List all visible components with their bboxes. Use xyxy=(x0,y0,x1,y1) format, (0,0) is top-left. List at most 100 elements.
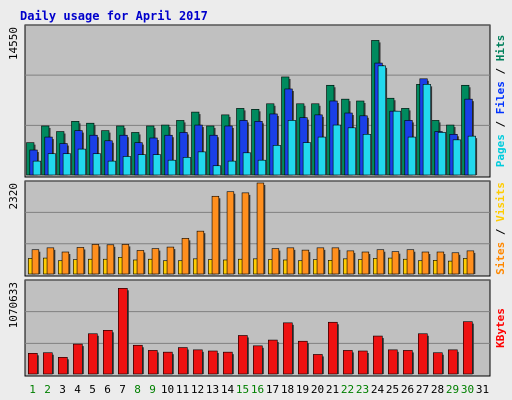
bar-pages-day-13 xyxy=(212,165,223,176)
bar-sites-day-8-shadow xyxy=(143,252,146,274)
bar-pages-day-5-shadow xyxy=(100,155,103,175)
bar-kbytes-day-22-face xyxy=(342,350,353,375)
bar-pages-day-20-face xyxy=(317,136,326,176)
scale-label-sites-visits: 2320 xyxy=(7,183,20,210)
bar-files-day-7-shadow xyxy=(127,137,129,175)
bar-files-day-16-shadow xyxy=(262,123,264,175)
bar-sites-day-29-shadow xyxy=(458,254,461,274)
bar-pages-day-1-shadow xyxy=(40,163,43,175)
bar-sites-day-17-shadow xyxy=(278,250,281,274)
bar-kbytes-day-18-shadow xyxy=(292,324,294,374)
bar-kbytes-day-27 xyxy=(417,333,429,375)
bar-pages-day-23 xyxy=(362,134,373,176)
panels-layer: 14550 Pages / Files / Hits 2320 Sites / Vis… xyxy=(7,24,507,377)
bar-sites-day-14-face xyxy=(226,191,235,275)
bar-sites-day-4 xyxy=(76,247,86,275)
bar-kbytes-day-6 xyxy=(103,329,114,375)
bar-sites-day-27 xyxy=(421,251,431,275)
bar-files-day-13-shadow xyxy=(217,137,219,175)
bar-files-day-15-shadow xyxy=(247,122,249,175)
bar-files-day-12-shadow xyxy=(202,127,204,175)
bar-kbytes-day-12-face xyxy=(193,349,203,375)
bar-sites-day-28 xyxy=(436,251,446,275)
bar-kbytes-day-9-face xyxy=(148,350,158,375)
bar-pages-day-4-shadow xyxy=(85,151,88,175)
bar-kbytes-day-2 xyxy=(42,352,54,375)
bar-sites-day-25 xyxy=(391,251,401,275)
bar-kbytes-day-4-face xyxy=(73,343,83,375)
bar-pages-day-3-face xyxy=(62,153,71,176)
bar-sites-day-22 xyxy=(346,250,356,275)
bar-pages-day-9 xyxy=(152,154,163,176)
bar-pages-day-2-face xyxy=(47,153,56,176)
bar-kbytes-day-11-shadow xyxy=(187,349,189,374)
x-tick-label: 22 xyxy=(341,383,354,396)
bar-pages-day-12 xyxy=(197,151,208,176)
bar-pages-day-24 xyxy=(377,65,388,176)
bar-pages-day-6 xyxy=(107,160,118,176)
bar-kbytes-day-18 xyxy=(282,322,294,375)
bar-pages-day-4 xyxy=(77,148,88,176)
bar-sites-day-24-face xyxy=(376,249,385,275)
bar-kbytes-day-1-shadow xyxy=(37,355,39,374)
bar-sites-day-4-face xyxy=(76,247,85,275)
bar-pages-day-3-shadow xyxy=(70,155,73,175)
bar-kbytes-day-8-face xyxy=(133,344,143,375)
bar-sites-day-26-shadow xyxy=(413,251,416,274)
bar-pages-day-13-shadow xyxy=(220,167,223,175)
bar-sites-day-5-face xyxy=(91,244,100,275)
bar-pages-day-15-face xyxy=(242,152,251,176)
bar-kbytes-day-8-shadow xyxy=(142,347,144,374)
bar-pages-day-18-shadow xyxy=(295,122,298,175)
bar-kbytes-day-15-face xyxy=(238,335,248,375)
bar-pages-day-10-face xyxy=(167,159,176,176)
bar-pages-day-16-shadow xyxy=(265,162,268,175)
bar-kbytes-day-7-shadow xyxy=(127,290,129,374)
bar-pages-day-28 xyxy=(437,132,448,176)
bar-sites-day-29-face xyxy=(451,252,460,275)
bar-pages-day-22 xyxy=(347,127,358,176)
bar-kbytes-day-25-face xyxy=(387,349,398,375)
bar-sites-day-16-shadow xyxy=(263,185,266,274)
x-tick-label: 21 xyxy=(326,383,339,396)
bar-kbytes-day-19-shadow xyxy=(307,343,309,374)
bar-pages-day-14-shadow xyxy=(235,163,238,175)
bar-sites-day-9-face xyxy=(151,248,160,275)
bar-pages-day-27-shadow xyxy=(430,86,433,175)
bar-kbytes-day-26 xyxy=(402,350,414,375)
bar-kbytes-day-11-face xyxy=(178,347,188,375)
bar-kbytes-day-25 xyxy=(387,349,399,375)
bar-kbytes-day-22 xyxy=(342,350,354,375)
bar-sites-day-11 xyxy=(181,238,191,275)
bar-sites-day-2-shadow xyxy=(53,249,56,274)
bar-kbytes-day-20-face xyxy=(312,354,323,375)
bar-sites-day-4-shadow xyxy=(83,249,86,274)
bar-kbytes-day-8 xyxy=(133,344,144,375)
bar-pages-day-25-face xyxy=(392,110,401,176)
x-tick-label: 19 xyxy=(296,383,309,396)
bar-pages-day-29-shadow xyxy=(460,141,463,175)
x-tick-label: 9 xyxy=(149,383,156,396)
bar-sites-day-10-face xyxy=(166,246,175,275)
bar-pages-day-19 xyxy=(302,142,313,176)
x-tick-label: 4 xyxy=(74,383,81,396)
bar-kbytes-day-21-face xyxy=(327,321,338,375)
scale-label-kbytes: 1070633 xyxy=(7,282,20,328)
legend-label: KBytes xyxy=(494,308,507,348)
bar-sites-day-18-shadow xyxy=(293,249,296,274)
bar-pages-day-16-face xyxy=(257,159,266,176)
bar-kbytes-day-2-shadow xyxy=(52,354,54,374)
bar-kbytes-day-14-face xyxy=(223,351,233,375)
bar-kbytes-day-24-face xyxy=(372,335,383,375)
bar-kbytes-day-21-shadow xyxy=(337,324,339,374)
legend-label: Sites xyxy=(494,242,507,275)
bar-sites-day-5-shadow xyxy=(98,246,101,274)
bar-pages-day-22-face xyxy=(347,127,356,176)
legend-label: Visits xyxy=(494,182,507,222)
bar-kbytes-day-11 xyxy=(178,347,189,375)
panel-hits-files-pages: 14550 Pages / Files / Hits xyxy=(7,24,507,178)
bar-kbytes-day-30-shadow xyxy=(472,323,474,374)
bar-pages-day-26 xyxy=(407,136,418,176)
bar-sites-day-10-shadow xyxy=(173,249,176,274)
